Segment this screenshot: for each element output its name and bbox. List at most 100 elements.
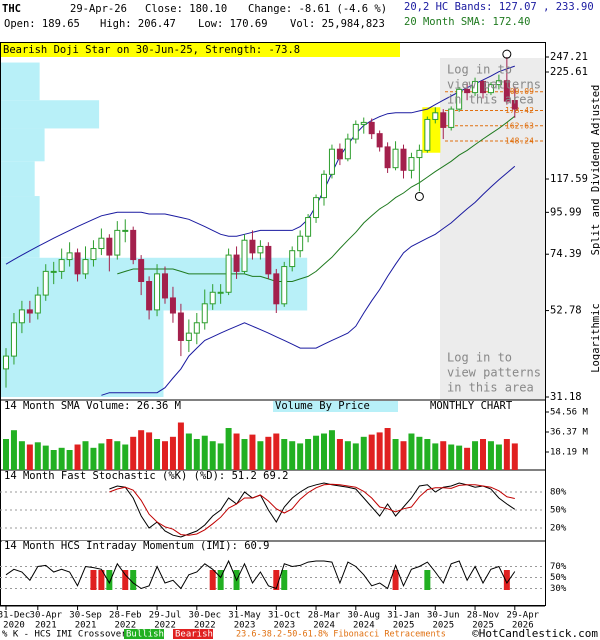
- y-tick-label: 95.99: [550, 206, 582, 218]
- candle-body: [265, 245, 272, 275]
- bearish-signal: [392, 570, 399, 590]
- volume-by-price-bar: [0, 310, 164, 397]
- panel-title: 14 Month HCS Intraday Momentum (IMI): 60…: [4, 540, 270, 552]
- volume-bar: [249, 434, 256, 470]
- volume-by-price-bar: [0, 128, 45, 162]
- y-tick-label: 36.37 M: [550, 428, 589, 438]
- volume-bar: [472, 441, 479, 470]
- patterns-notice: view patterns: [447, 366, 541, 380]
- pattern-area: [440, 58, 545, 400]
- axis-note: Split and Dividend Adjusted: [590, 85, 600, 256]
- candle-body: [98, 237, 105, 250]
- candle-body: [185, 332, 192, 341]
- volume-bar: [98, 443, 105, 470]
- volume-bar: [392, 439, 399, 470]
- x-tick-label: 29-Apr: [507, 611, 540, 621]
- x-tick-label: 2020: [3, 621, 25, 631]
- volume-bar: [432, 443, 439, 470]
- label-bg: [2, 471, 292, 482]
- volume-bar: [448, 444, 455, 470]
- volume-bar: [42, 445, 49, 470]
- y-tick-label: 50%: [550, 506, 567, 516]
- pattern-marker: [502, 49, 512, 59]
- patterns-notice: view patterns: [447, 78, 541, 92]
- candle-body: [336, 148, 343, 160]
- volume-bar: [416, 436, 423, 470]
- legend-bearish: Bearish: [175, 630, 213, 640]
- fib-legend: 23.6-38.2-50-61.8% Fibonacci Retracement…: [236, 630, 446, 640]
- volume-bar: [169, 436, 176, 470]
- volume-bar: [511, 443, 518, 470]
- patterns-notice: in this area: [447, 381, 534, 395]
- candle-body: [360, 121, 367, 125]
- x-tick-label: 2024: [353, 621, 375, 631]
- credit: ©HotCandlestick.com: [472, 627, 598, 640]
- candle-body: [472, 80, 479, 94]
- volume-bar: [241, 439, 248, 470]
- candle-body: [90, 248, 97, 261]
- candle-body: [233, 254, 240, 272]
- legend-swatch: [173, 629, 213, 639]
- axis-note: Logarithmic: [590, 303, 600, 373]
- candle-body: [464, 88, 471, 94]
- volume: Vol: 25,984,823: [290, 18, 385, 30]
- volume-bar: [503, 439, 510, 470]
- fib-label: 162.63: [505, 121, 534, 130]
- volume-bar: [154, 439, 161, 470]
- legend-swatch: [124, 629, 164, 639]
- volume-bar: [3, 439, 9, 470]
- chart-label: MONTHLY CHART: [430, 400, 513, 412]
- volume-bar: [376, 432, 383, 470]
- x-tick-label: 2021: [75, 621, 97, 631]
- volume-bar: [193, 439, 200, 470]
- volume-bar: [344, 441, 351, 470]
- panel-title: Volume By Price: [275, 400, 370, 412]
- y-tick-label: 31.18: [550, 391, 582, 403]
- y-tick-label: 80%: [550, 488, 567, 498]
- stochastic-line: [109, 482, 516, 538]
- label-bg: [2, 401, 177, 412]
- x-tick-label: 30-Jun: [427, 611, 460, 621]
- bearish-signal: [273, 570, 280, 590]
- y-tick-label: 54.56 M: [550, 408, 589, 418]
- volume-bar: [297, 443, 304, 470]
- volume-bar: [257, 441, 264, 470]
- x-tick-label: 2021: [35, 621, 57, 631]
- bullish-signal: [217, 570, 224, 590]
- symbol: THC: [2, 3, 21, 15]
- y-tick-label: 30%: [550, 584, 567, 594]
- candle-body: [503, 80, 510, 102]
- x-tick-label: 2022: [194, 621, 216, 631]
- volume-bar: [384, 428, 391, 470]
- overlay-lower: [101, 165, 516, 396]
- fib-label: 200.09: [505, 87, 534, 96]
- x-tick-label: 2023: [234, 621, 256, 631]
- price-frame: [0, 42, 546, 606]
- bands-label: 20,2 HC Bands: 127.07 , 233.90: [404, 1, 594, 13]
- volume-by-price-bar: [0, 161, 35, 197]
- volume-bar: [106, 439, 113, 470]
- volume-bar: [368, 434, 375, 470]
- volume-bar: [440, 441, 447, 470]
- candle-body: [217, 291, 224, 294]
- volume-by-price-bar: [0, 196, 40, 258]
- candle-body: [122, 229, 129, 232]
- volume-bar: [201, 435, 208, 470]
- close: Close: 180.10: [145, 3, 227, 15]
- volume-bar: [130, 436, 137, 470]
- pattern-banner: Bearish Doji Star on 30-Jun-25, Strength…: [3, 44, 300, 56]
- volume-bar: [487, 441, 494, 470]
- candle-body: [10, 322, 17, 357]
- volume-by-price-bar: [0, 100, 100, 129]
- x-tick-label: 30-Aug: [348, 611, 381, 621]
- volume-bar: [456, 445, 463, 470]
- volume-bar: [146, 432, 153, 470]
- volume-bar: [217, 443, 224, 470]
- candle-body: [201, 303, 208, 324]
- candle-body: [480, 80, 486, 94]
- x-tick-label: 30-Apr: [30, 611, 63, 621]
- candle-body: [273, 273, 280, 305]
- x-tick-label: 28-Nov: [467, 611, 500, 621]
- candle-body: [313, 197, 320, 219]
- candle-body: [82, 259, 89, 275]
